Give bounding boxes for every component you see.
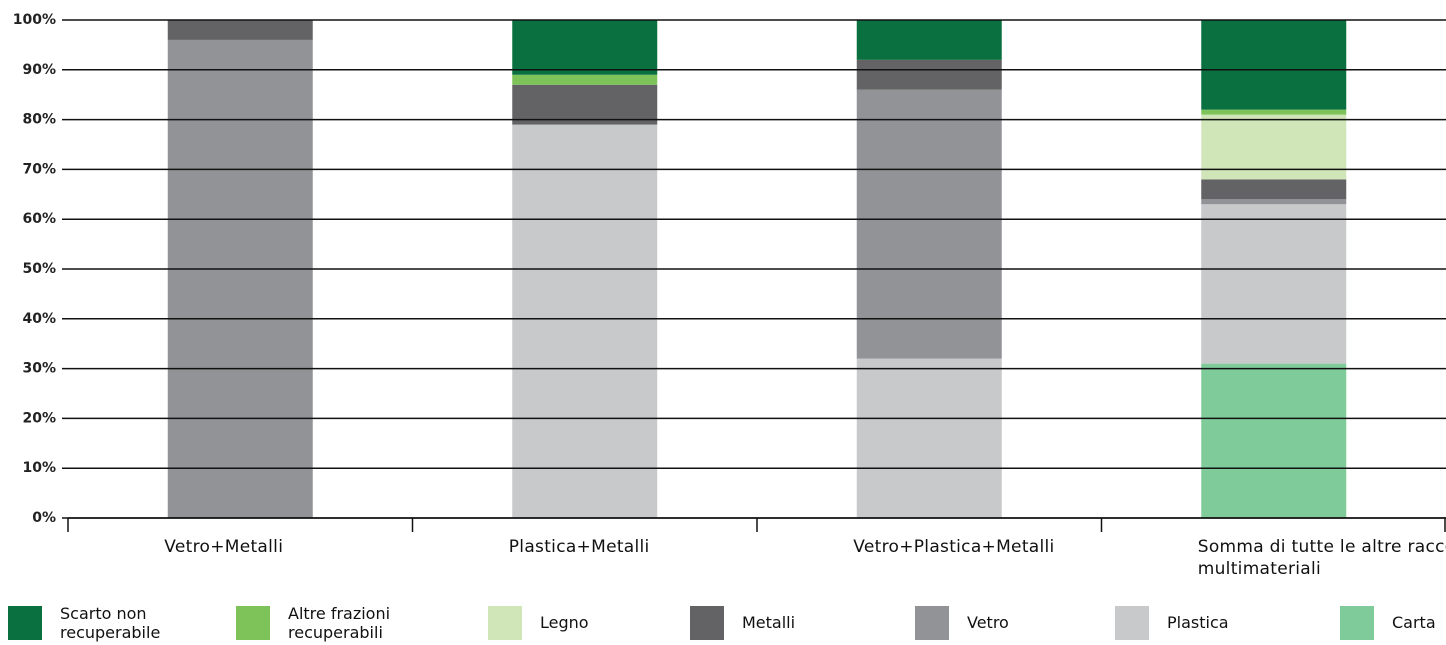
x-tick-label: Vetro+Metalli	[164, 537, 284, 557]
chart: 0% 10% 20% 30% 40% 50% 60% 70% 80% 90% 100%	[13, 12, 1446, 532]
y-tick-label: 30%	[22, 361, 56, 377]
legend-item: Vetro	[915, 600, 1117, 645]
bar-segment	[1201, 199, 1347, 205]
bar-segment	[167, 20, 313, 40]
bar-segment	[856, 89, 1002, 359]
bar-segment	[1201, 179, 1347, 200]
x-tick-label: Vetro+Plastica+Metalli	[853, 537, 1055, 557]
y-tick-label: 80%	[22, 112, 56, 128]
y-tick-label: 50%	[22, 261, 56, 277]
legend-label: Metalli	[742, 613, 796, 632]
bar-segment	[1201, 109, 1347, 115]
legend-label: Vetro	[967, 613, 1009, 632]
legend-swatch	[1115, 605, 1149, 640]
y-tick-label: 0%	[32, 510, 56, 526]
legend-item: Scarto non recuperabile	[8, 600, 210, 645]
bar-segment	[856, 59, 1002, 90]
bar-segment	[167, 39, 313, 519]
y-tick-label: 100%	[13, 12, 56, 28]
x-tick-label: Plastica+Metalli	[508, 537, 650, 557]
bar-segment	[1201, 114, 1347, 180]
legend-swatch	[236, 605, 270, 640]
bar-segment	[512, 124, 658, 518]
y-tick-label: 10%	[22, 460, 56, 476]
bar-segment	[512, 74, 658, 85]
legend-label: Carta	[1392, 613, 1436, 632]
legend-item: Carta	[1340, 600, 1446, 645]
legend-swatch	[915, 605, 949, 640]
bar-segment	[512, 84, 658, 125]
legend-swatch	[488, 605, 522, 640]
y-tick-label: 70%	[22, 161, 56, 177]
legend-swatch	[8, 605, 42, 640]
bar-segment	[1201, 20, 1347, 110]
bar-segment	[856, 358, 1002, 518]
legend-item: Metalli	[690, 600, 892, 645]
y-tick-label: 20%	[22, 410, 56, 426]
legend-swatch	[690, 605, 724, 640]
bar-segment	[512, 20, 658, 75]
legend-item: Altre frazioni recuperabili	[236, 600, 438, 645]
legend-item: Plastica	[1115, 600, 1317, 645]
legend-label: Altre frazioni recuperabili	[288, 603, 391, 642]
legend-label: Scarto non recuperabile	[60, 603, 161, 642]
y-tick-label: 60%	[22, 211, 56, 227]
legend-swatch	[1340, 605, 1374, 640]
legend-label: Legno	[540, 613, 589, 632]
legend-label: Plastica	[1167, 613, 1229, 632]
bar-segment	[1201, 363, 1347, 518]
bars	[167, 20, 1347, 519]
bar-segment	[1201, 204, 1347, 364]
bar-segment	[856, 20, 1002, 60]
x-tick-label: Somma di tutte le altre raccolte multima…	[1197, 537, 1446, 579]
legend-item: Legno	[488, 600, 690, 645]
y-tick-label: 90%	[22, 62, 56, 78]
y-tick-label: 40%	[22, 311, 56, 327]
